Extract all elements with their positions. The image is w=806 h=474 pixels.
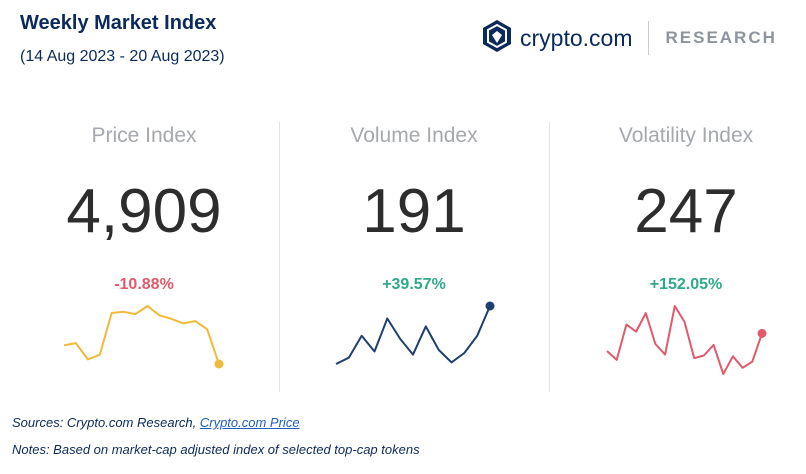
last-point-marker — [757, 328, 767, 338]
price-index-label: Price Index — [91, 124, 197, 147]
volatility-index-sparkline — [606, 305, 767, 375]
volume-index-label: Volume Index — [350, 124, 478, 147]
methodology-note: Notes: Based on market-cap adjusted inde… — [12, 442, 420, 457]
date-range: (14 Aug 2023 - 20 Aug 2023) — [20, 48, 225, 65]
volume-index-value: 191 — [362, 177, 466, 246]
series-line — [606, 305, 763, 375]
panel-divider — [279, 122, 280, 392]
brand-divider — [648, 21, 650, 55]
price-index-sparkline — [63, 305, 224, 369]
volatility-index-panel: Volatility Index 247 +152.05% — [552, 120, 806, 390]
brand-logo: crypto.com RESEARCH — [482, 19, 777, 58]
brand-name: crypto.com — [520, 24, 633, 51]
volume-index-panel: Volume Index 191 +39.57% — [280, 120, 548, 390]
sources-note: Sources: Crypto.com Research, Crypto.com… — [12, 415, 300, 430]
last-point-marker — [214, 359, 224, 369]
price-index-change: -10.88% — [114, 276, 174, 293]
volume-index-sparkline — [335, 301, 495, 365]
series-line — [335, 305, 491, 365]
sources-prefix: Sources: Crypto.com Research, — [12, 415, 200, 430]
crypto-com-lion-shield-icon — [482, 19, 512, 58]
volatility-index-label: Volatility Index — [618, 124, 754, 147]
last-point-marker — [485, 301, 495, 311]
volatility-index-value: 247 — [634, 177, 738, 246]
volume-index-change: +39.57% — [382, 276, 446, 293]
page-title: Weekly Market Index — [20, 12, 217, 34]
series-line — [63, 305, 220, 365]
volatility-index-change: +152.05% — [649, 276, 723, 293]
brand-division: RESEARCH — [665, 28, 777, 47]
crypto-com-price-link[interactable]: Crypto.com Price — [199, 415, 300, 430]
price-index-value: 4,909 — [66, 177, 222, 246]
panel-divider — [549, 122, 550, 392]
price-index-panel: Price Index 4,909 -10.88% — [10, 120, 278, 390]
